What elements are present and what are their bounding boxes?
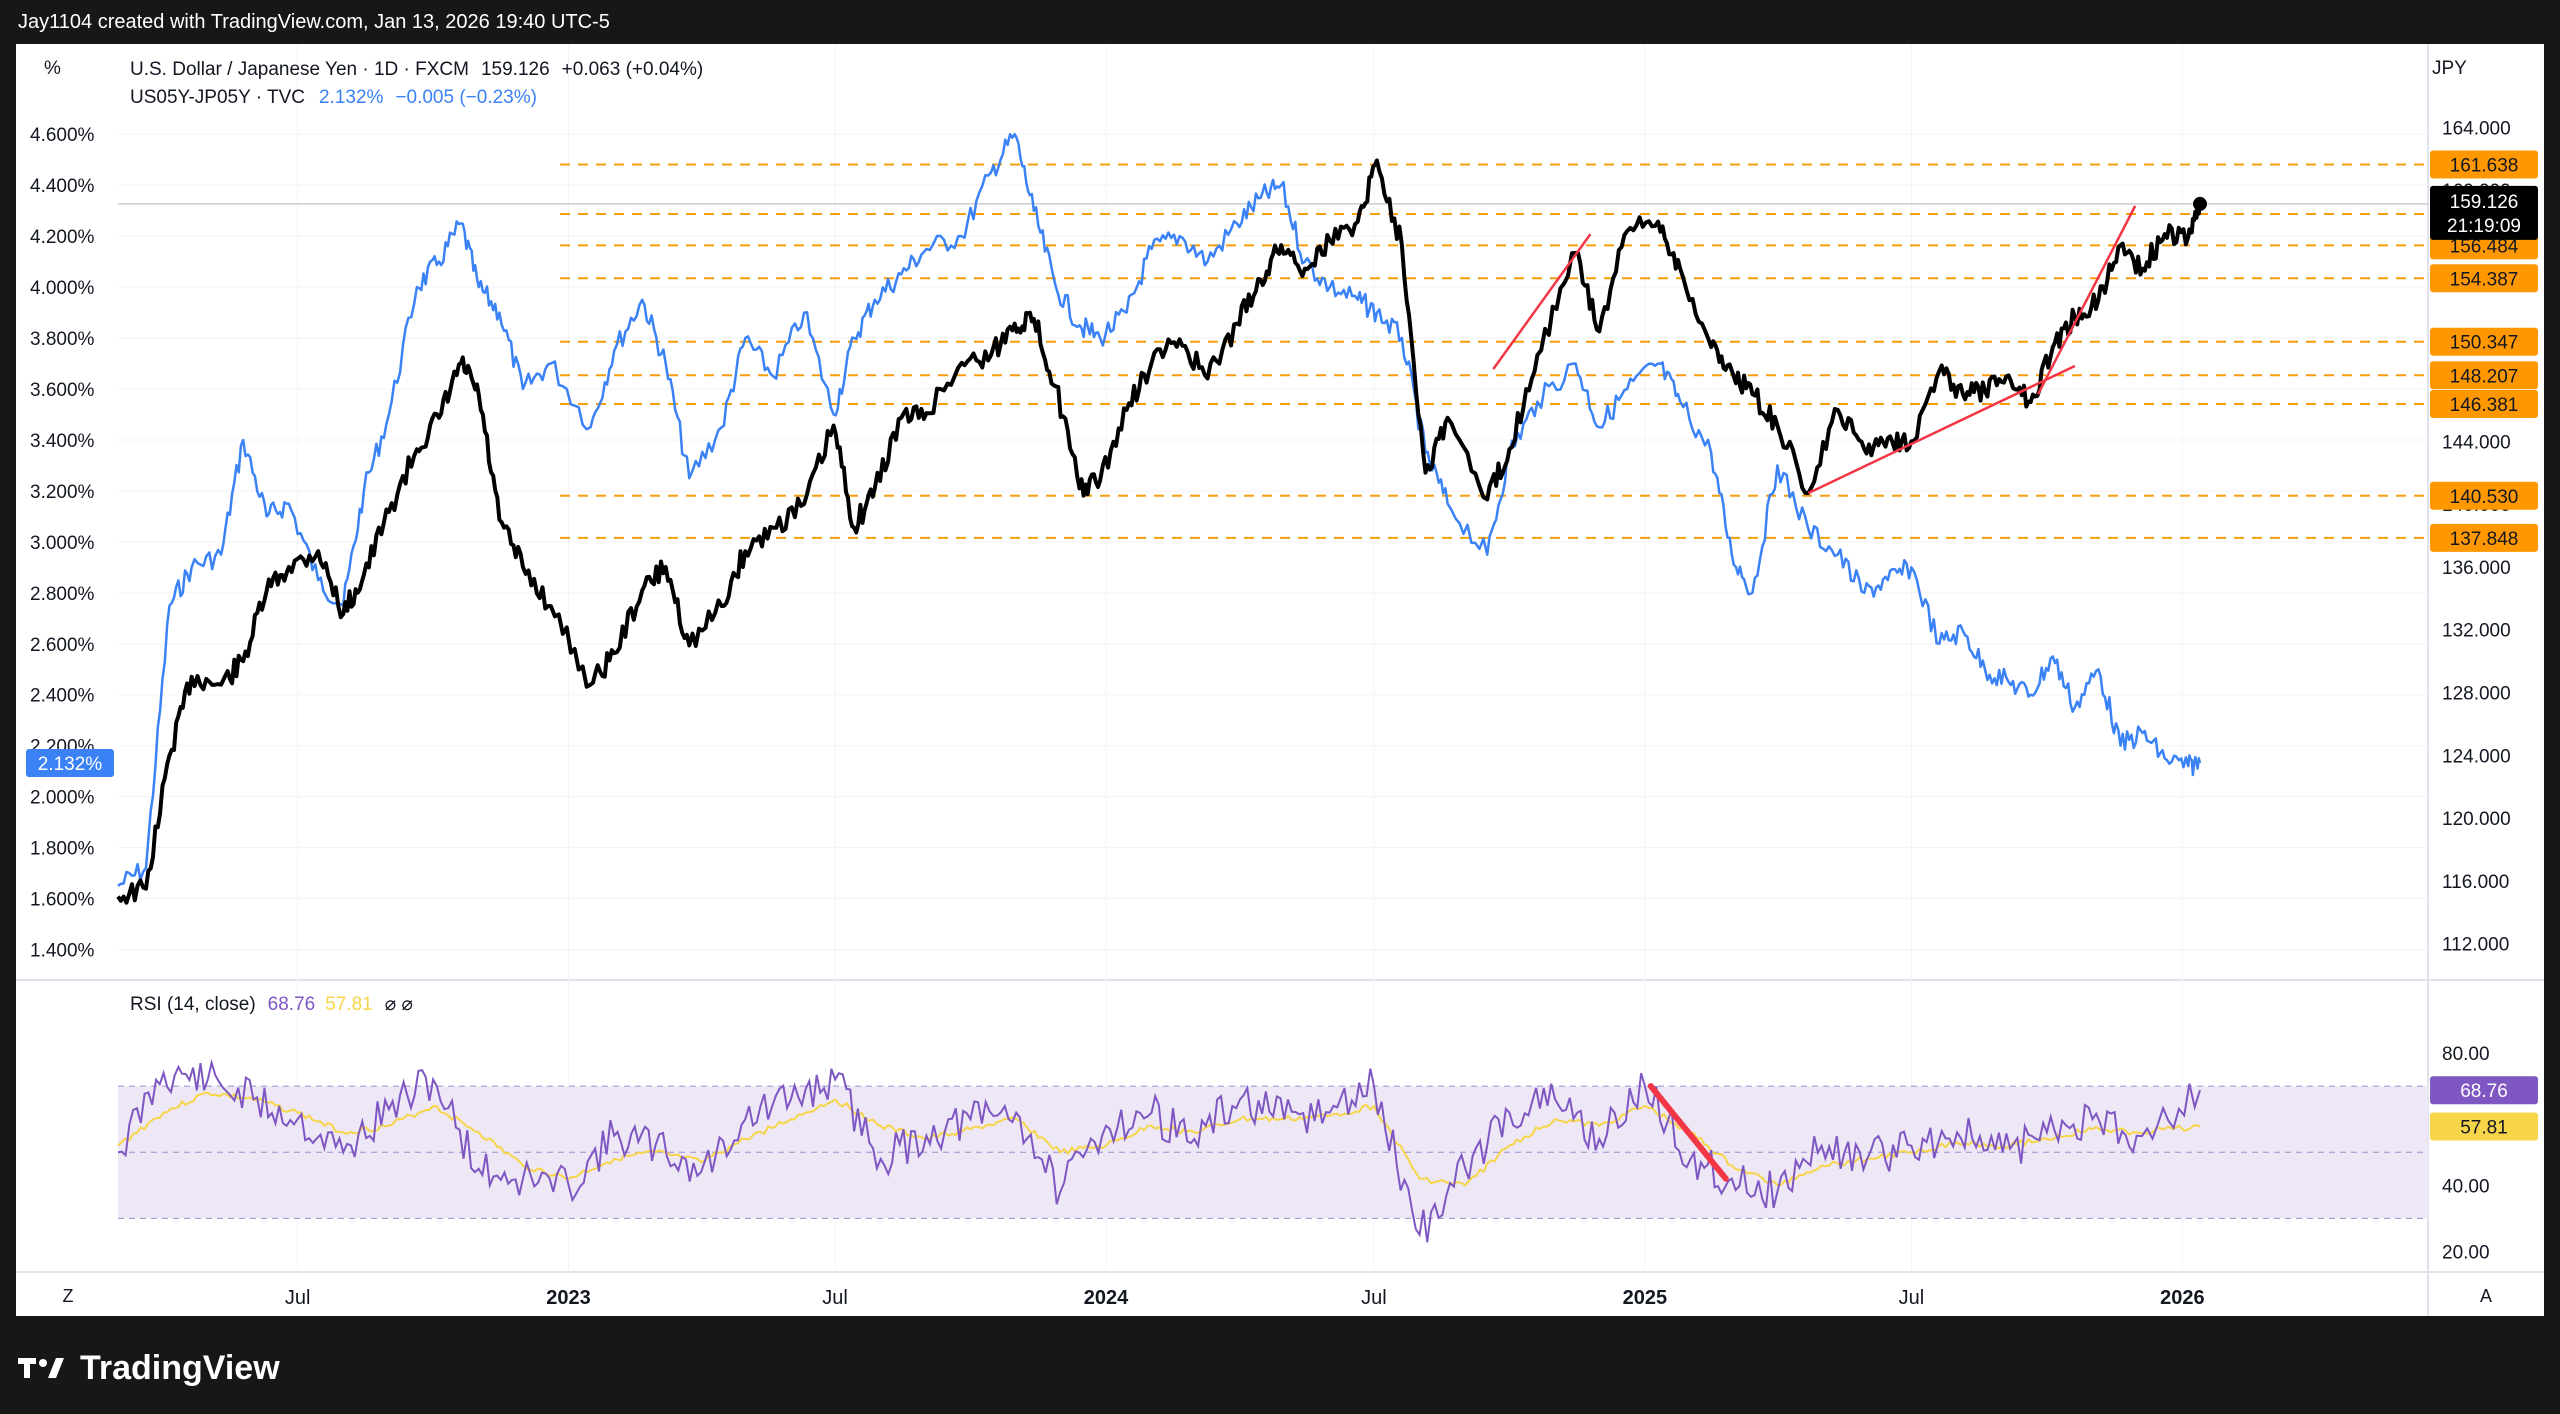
rsi-tick-label: 20.00 xyxy=(2442,1242,2490,1263)
rsi-ma-value: 57.81 xyxy=(325,994,373,1015)
rsi-extra: ⌀ ⌀ xyxy=(385,994,413,1015)
horizontal-levels xyxy=(118,163,2428,539)
time-tick-label: 2025 xyxy=(1623,1287,1668,1309)
rsi-legend[interactable]: RSI (14, close) 68.76 57.81 ⌀ ⌀ xyxy=(130,994,413,1015)
right-tick-label: 116.000 xyxy=(2442,872,2509,893)
left-tick-label: 3.600% xyxy=(30,380,95,401)
overlay-symbol-name: US05Y-JP05Y · TVC xyxy=(130,87,305,108)
left-tick-label: 4.600% xyxy=(30,125,95,146)
left-tick-label: 3.400% xyxy=(30,431,95,452)
time-tick-label: Jul xyxy=(822,1287,848,1309)
usdjpy-last-dot xyxy=(2193,196,2207,211)
trendline xyxy=(2036,205,2137,395)
left-tick-label: 1.600% xyxy=(30,890,95,911)
left-tick-label: 2.800% xyxy=(30,584,95,605)
right-tick-label: 120.000 xyxy=(2442,809,2511,830)
right-tick-label: 164.000 xyxy=(2442,118,2511,139)
level-badge-bg xyxy=(2430,150,2538,179)
level-badge: 150.347 xyxy=(2450,333,2519,354)
tradingview-logo-icon xyxy=(18,1358,64,1378)
trendline xyxy=(1807,364,2076,495)
countdown-badge: 21:19:09 xyxy=(2447,216,2521,237)
gridlines xyxy=(16,44,2544,1316)
level-badge-bg xyxy=(2430,264,2538,293)
series-lines xyxy=(116,132,2207,905)
left-tick-label: 1.400% xyxy=(30,941,95,962)
rsi-line xyxy=(117,1058,2201,1243)
rsi-badge-bg xyxy=(2430,1076,2538,1105)
time-tick-label: Jul xyxy=(285,1287,311,1309)
level-badge: 146.381 xyxy=(2450,395,2519,416)
overlay-symbol-change: −0.005 (−0.23%) xyxy=(395,87,537,108)
main-symbol-change: +0.063 (+0.04%) xyxy=(562,59,704,80)
time-tick-label: 2023 xyxy=(546,1287,591,1309)
attribution-text: Jay1104 created with TradingView.com, Ja… xyxy=(18,11,610,33)
last-price-badge: 159.126 xyxy=(2450,192,2519,213)
right-tick-label: 136.000 xyxy=(2442,558,2511,579)
left-tick-label: 2.400% xyxy=(30,686,95,707)
level-badge-bg xyxy=(2430,389,2538,418)
left-tick-label: 4.000% xyxy=(30,278,95,299)
last-price-badge-bg xyxy=(2430,185,2538,240)
level-badge: 137.848 xyxy=(2450,529,2519,550)
time-tick-label: Jul xyxy=(1361,1287,1387,1309)
price-badges: 161.638158.481156.484154.387150.347148.2… xyxy=(26,150,2538,1141)
time-tick-label: Jul xyxy=(1899,1287,1925,1309)
right-unit-label: JPY xyxy=(2432,58,2467,79)
right-tick-label: 128.000 xyxy=(2442,683,2511,704)
rsi-ma-badge-bg xyxy=(2430,1112,2538,1141)
right-tick-label: 132.000 xyxy=(2442,621,2511,642)
level-badge: 156.484 xyxy=(2450,236,2519,257)
left-tick-label: 3.000% xyxy=(30,533,95,554)
brand-name: TradingView xyxy=(80,1349,280,1387)
rsi-tick-label: 40.00 xyxy=(2442,1176,2490,1197)
time-tick-label: 2024 xyxy=(1084,1287,1129,1309)
right-tick-label: 144.000 xyxy=(2442,432,2511,453)
level-badge: 140.530 xyxy=(2450,487,2519,508)
left-tick-label: 1.800% xyxy=(30,839,95,860)
overlay-symbol-last: 2.132% xyxy=(319,87,384,108)
left-tick-label: 4.200% xyxy=(30,227,95,248)
main-symbol-last: 159.126 xyxy=(481,59,550,80)
left-tick-label: 2.600% xyxy=(30,635,95,656)
time-tick-label: 2026 xyxy=(2160,1287,2205,1309)
main-symbol-name: U.S. Dollar / Japanese Yen · 1D · FXCM xyxy=(130,59,469,80)
tradingview-brand: TradingView xyxy=(18,1346,280,1390)
rsi-ma-line xyxy=(117,1091,2201,1187)
level-badge-bg xyxy=(2430,361,2538,390)
attribution-bar: Jay1104 created with TradingView.com, Ja… xyxy=(0,0,2560,44)
rsi-trend-marker xyxy=(1647,1083,1729,1182)
right-tick-label: 112.000 xyxy=(2442,935,2509,956)
overlay-badge-bg xyxy=(26,749,114,778)
spread-line xyxy=(117,132,2202,887)
overlay-symbol-legend[interactable]: US05Y-JP05Y · TVC 2.132% −0.005 (−0.23%) xyxy=(130,87,537,108)
left-unit-label: % xyxy=(44,58,61,79)
left-tick-label: 3.200% xyxy=(30,482,95,503)
rsi-lines xyxy=(117,1058,2201,1243)
legend: % JPY U.S. Dollar / Japanese Yen · 1D · … xyxy=(44,58,2467,1015)
level-badge: 154.387 xyxy=(2450,269,2519,290)
left-tick-label: 2.000% xyxy=(30,788,95,809)
corner-left[interactable]: Z xyxy=(63,1286,74,1306)
left-tick-label: 3.800% xyxy=(30,329,95,350)
level-badge-bg xyxy=(2430,481,2538,510)
left-tick-label: 4.400% xyxy=(30,176,95,197)
rsi-badge: 68.76 xyxy=(2460,1081,2508,1102)
level-badge: 161.638 xyxy=(2450,155,2519,176)
main-symbol-legend[interactable]: U.S. Dollar / Japanese Yen · 1D · FXCM 15… xyxy=(130,59,703,80)
rsi-ma-badge: 57.81 xyxy=(2460,1117,2508,1138)
trendlines xyxy=(1492,205,2137,495)
level-badge-bg xyxy=(2430,327,2538,356)
overlay-badge: 2.132% xyxy=(38,754,103,775)
rsi-value: 68.76 xyxy=(268,994,316,1015)
level-badge-bg xyxy=(2430,523,2538,552)
right-tick-label: 124.000 xyxy=(2442,746,2511,767)
usdjpy-line xyxy=(116,158,2202,905)
rsi-title: RSI (14, close) xyxy=(130,994,256,1015)
level-badge: 148.207 xyxy=(2450,366,2519,387)
corner-right[interactable]: A xyxy=(2480,1286,2492,1306)
rsi-tick-label: 80.00 xyxy=(2442,1044,2490,1065)
trendline xyxy=(1492,233,1592,370)
